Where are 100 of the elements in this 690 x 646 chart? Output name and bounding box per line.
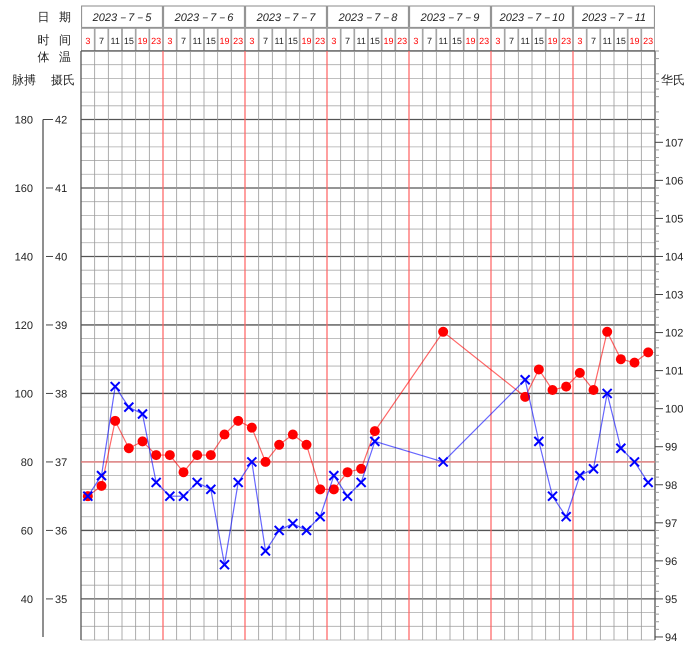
x-tick-label: 11 (192, 36, 202, 46)
y2-tick-label: 99 (665, 442, 678, 454)
point (288, 430, 298, 440)
y2-axis-title: 华氏 (661, 73, 685, 87)
point (232, 476, 244, 488)
point (642, 476, 654, 488)
point (560, 511, 572, 522)
point (315, 484, 326, 494)
x-tick-label: 3 (249, 36, 254, 46)
x-tick-label: 19 (629, 36, 640, 46)
y3-tick-label: 60 (20, 525, 33, 538)
point (246, 456, 258, 468)
point (96, 480, 106, 491)
y2-tick-label: 103 (665, 290, 684, 302)
x-tick-label: 23 (233, 36, 244, 46)
x-axis-title: 时 间 (38, 33, 74, 47)
x-tick-label: 15 (452, 36, 462, 46)
point (342, 467, 352, 478)
point (233, 416, 244, 426)
x-tick-label: 23 (561, 36, 572, 46)
point (643, 347, 654, 358)
point (520, 374, 531, 386)
point (369, 436, 380, 447)
text: 2023－7－7 (256, 12, 316, 24)
x-tick-label: 7 (426, 36, 432, 46)
point (192, 476, 203, 488)
point (151, 450, 162, 460)
y2-tick-label: 105 (665, 213, 684, 226)
y-tick-label: 35 (55, 594, 68, 606)
x-tick-label: 23 (479, 36, 490, 46)
y3-axis-title: 脉搏 (12, 73, 36, 87)
y3-tick-label: 160 (14, 182, 33, 195)
point (150, 476, 162, 488)
point (274, 524, 285, 536)
point (192, 450, 202, 460)
text: 日 期 (38, 10, 74, 24)
point (178, 490, 189, 502)
x-tick-label: 7 (262, 36, 268, 46)
x-tick-label: 19 (137, 36, 148, 46)
y2-tick-label: 104 (665, 251, 684, 264)
x-tick-label: 7 (590, 36, 596, 46)
y3-tick-label: 100 (14, 388, 33, 400)
x-tick-label: 19 (465, 36, 476, 46)
x-tick-label: 3 (85, 36, 90, 46)
x-tick-label: 11 (356, 36, 366, 46)
point (246, 422, 257, 433)
point (110, 416, 120, 426)
x-tick-label: 15 (124, 36, 134, 46)
point (520, 392, 530, 402)
point (342, 490, 353, 502)
point (328, 484, 339, 494)
y3-tick-label: 140 (14, 251, 33, 264)
point (602, 388, 613, 399)
point (574, 368, 585, 378)
x-tick-label: 23 (643, 36, 654, 46)
y2-tick-label: 101 (665, 366, 684, 378)
point (533, 436, 544, 447)
y2-tick-label: 96 (665, 556, 678, 568)
point (206, 450, 216, 460)
point (164, 490, 176, 502)
y-tick-label: 41 (55, 182, 68, 195)
y-tick-label: 42 (55, 114, 68, 126)
point (124, 443, 134, 454)
y2-tick-label: 106 (665, 175, 684, 188)
y-tick-label: 38 (55, 388, 68, 400)
point (602, 326, 612, 337)
point (260, 545, 271, 556)
point (314, 511, 326, 522)
point (615, 442, 626, 454)
point (356, 464, 366, 474)
text: 2023－7－10 (498, 12, 566, 24)
text: 体 温 (38, 50, 74, 64)
point (137, 408, 148, 420)
point (260, 456, 270, 467)
x-tick-label: 11 (438, 36, 448, 46)
point (110, 381, 121, 392)
point (164, 450, 175, 460)
x-tick-label: 11 (110, 36, 120, 46)
x-tick-label: 23 (315, 36, 326, 46)
point (534, 364, 544, 374)
x-tick-label: 19 (219, 36, 230, 46)
x-tick-label: 3 (495, 36, 500, 46)
point (356, 476, 367, 488)
x-tick-label: 19 (383, 36, 394, 46)
point (205, 484, 216, 495)
point (287, 518, 298, 530)
point (616, 354, 626, 364)
point (574, 470, 586, 482)
x-tick-label: 15 (288, 36, 298, 46)
x-tick-label: 19 (547, 36, 558, 46)
point (219, 559, 230, 570)
point (220, 430, 230, 440)
point (301, 524, 312, 536)
point (370, 426, 380, 436)
y2-tick-label: 95 (665, 594, 678, 606)
text: 2023－7－11 (580, 12, 646, 24)
point (561, 382, 572, 392)
y3-tick-label: 120 (14, 320, 33, 332)
y-tick-label: 40 (55, 251, 68, 264)
x-tick-label: 3 (331, 36, 336, 46)
